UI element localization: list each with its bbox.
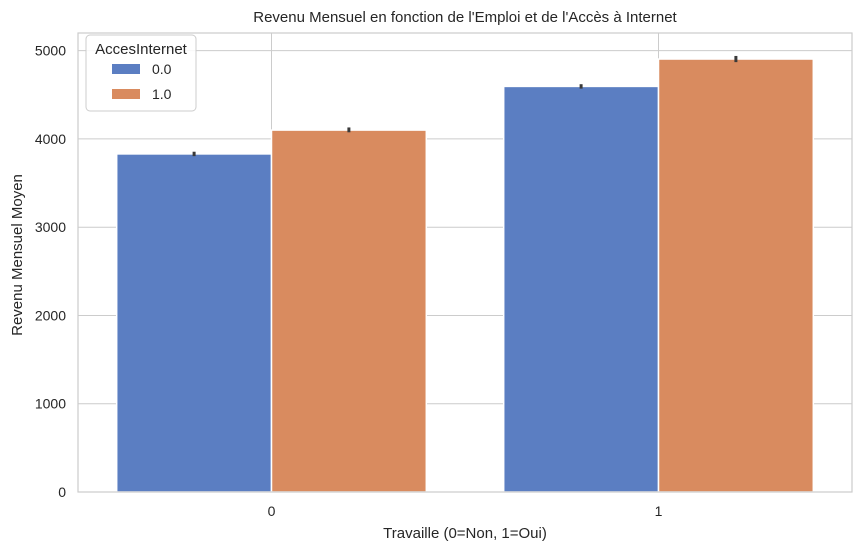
y-tick-label: 0	[58, 484, 66, 500]
plot-frame	[77, 32, 853, 493]
y-axis-label: Revenu Mensuel Moyen	[9, 174, 26, 336]
legend-label-0-0: 0.0	[152, 61, 172, 77]
plot-border	[77, 32, 853, 493]
legend-title: AccesInternet	[95, 41, 188, 58]
legend-swatch-0-0	[112, 64, 140, 74]
y-tick-label: 3000	[35, 219, 66, 235]
y-tick-label: 4000	[35, 131, 66, 147]
bar-1-0	[270, 129, 428, 493]
x-tick-label: 0	[268, 503, 276, 519]
legend-swatch-1-0	[112, 89, 140, 99]
x-axis-label: Travaille (0=Non, 1=Oui)	[383, 525, 547, 542]
bar-0-0	[115, 153, 273, 493]
bars	[115, 55, 815, 493]
y-tick-label: 5000	[35, 43, 66, 59]
bar-0-1	[502, 85, 660, 493]
x-tick-label: 1	[655, 503, 663, 519]
legend: AccesInternet 0.0 1.0	[85, 34, 197, 112]
y-tick-label: 2000	[35, 307, 66, 323]
legend-label-1-0: 1.0	[152, 86, 172, 102]
tick-labels: 0 1000 2000 3000 4000 5000 0 1	[35, 43, 663, 519]
chart-title: Revenu Mensuel en fonction de l'Emploi e…	[253, 9, 677, 26]
bar-1-1	[657, 58, 815, 493]
y-tick-label: 1000	[35, 396, 66, 412]
